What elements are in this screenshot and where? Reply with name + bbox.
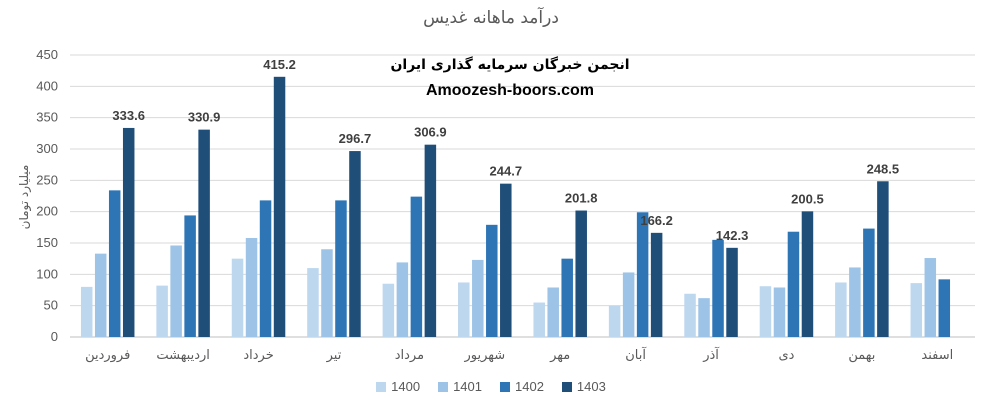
y-tick-label: 350 bbox=[36, 110, 58, 125]
bar-1400-9 bbox=[684, 293, 696, 337]
bar-1403-3 bbox=[273, 76, 286, 338]
x-tick-label: آبان bbox=[625, 346, 647, 363]
bar-1403-6 bbox=[500, 183, 512, 337]
bar-1402-6 bbox=[486, 224, 498, 337]
x-tick-label: فروردین bbox=[85, 348, 130, 363]
bar-1401-4 bbox=[321, 249, 333, 337]
bar-1401-11 bbox=[849, 267, 861, 337]
y-axis-label: میلیارد تومان bbox=[17, 164, 31, 230]
data-label: 248.5 bbox=[867, 161, 900, 176]
bar-1402-10 bbox=[787, 231, 800, 337]
y-tick-label: 400 bbox=[36, 78, 58, 93]
bar-1400-4 bbox=[307, 268, 319, 337]
bar-1400-11 bbox=[835, 282, 847, 337]
data-label: 333.6 bbox=[112, 108, 145, 123]
bar-1402-3 bbox=[259, 200, 272, 337]
bar-1401-9 bbox=[698, 298, 710, 337]
bar-1400-5 bbox=[382, 283, 395, 337]
bar-1401-6 bbox=[472, 259, 484, 337]
bar-1400-12 bbox=[910, 283, 923, 337]
legend-item-1401[interactable]: 1401 bbox=[438, 379, 482, 394]
bar-1401-5 bbox=[396, 262, 409, 337]
data-label: 296.7 bbox=[339, 131, 372, 146]
bar-1403-1 bbox=[122, 127, 135, 337]
x-tick-label: مرداد bbox=[395, 348, 424, 363]
legend-label: 1403 bbox=[576, 379, 606, 394]
y-tick-label: 450 bbox=[36, 47, 58, 62]
bar-1401-8 bbox=[622, 272, 635, 337]
bar-1402-9 bbox=[712, 239, 724, 337]
data-label: 306.9 bbox=[414, 125, 447, 140]
legend-swatch bbox=[500, 381, 510, 392]
data-label: 244.7 bbox=[490, 164, 523, 179]
bar-1402-8 bbox=[636, 212, 649, 337]
bar-1402-12 bbox=[938, 279, 951, 337]
x-tick-label: شهریور bbox=[463, 348, 505, 363]
x-tick-label: دی bbox=[778, 348, 794, 363]
y-tick-label: 250 bbox=[36, 172, 58, 187]
bar-1403-4 bbox=[349, 151, 361, 337]
bar-1403-10 bbox=[801, 211, 814, 337]
y-tick-label: 100 bbox=[36, 266, 58, 281]
legend-item-1403[interactable]: 1403 bbox=[561, 379, 606, 394]
bar-1402-1 bbox=[108, 190, 121, 337]
x-tick-label: اسفند bbox=[921, 348, 953, 363]
chart-title: درآمد ماهانه غدیس bbox=[423, 8, 559, 28]
y-tick-label: 50 bbox=[44, 298, 58, 313]
bar-1400-1 bbox=[80, 286, 93, 337]
bar-1402-7 bbox=[561, 258, 573, 337]
bar-1400-7 bbox=[533, 302, 545, 337]
bar-1403-5 bbox=[424, 144, 437, 337]
watermark-url: Amoozesh-boors.com bbox=[425, 82, 594, 99]
bar-1403-2 bbox=[198, 129, 210, 337]
x-tick-label: بهمن bbox=[848, 348, 875, 363]
bar-1400-8 bbox=[608, 305, 621, 337]
bar-1402-2 bbox=[184, 215, 196, 337]
bar-1401-7 bbox=[547, 287, 559, 337]
bar-1403-11 bbox=[877, 181, 889, 337]
data-label: 200.5 bbox=[791, 191, 824, 206]
bar-1402-5 bbox=[410, 196, 423, 337]
legend-label: 1400 bbox=[391, 379, 421, 394]
data-label: 201.8 bbox=[565, 191, 598, 206]
legend-swatch bbox=[561, 381, 572, 392]
legend-item-1400[interactable]: 1400 bbox=[376, 379, 420, 394]
legend-item-1402[interactable]: 1402 bbox=[500, 379, 544, 394]
bar-1403-7 bbox=[575, 210, 587, 337]
bar-1402-4 bbox=[335, 200, 347, 337]
x-tick-label: اردیبهشت bbox=[156, 348, 210, 363]
x-tick-label: تیر bbox=[326, 348, 342, 363]
x-tick-label: مهر bbox=[549, 348, 570, 363]
data-label: 142.3 bbox=[716, 228, 749, 243]
legend-swatch bbox=[438, 381, 449, 392]
bar-1400-6 bbox=[458, 282, 470, 337]
legend: 1400 1401 1402 1403 bbox=[0, 379, 982, 394]
y-tick-label: 200 bbox=[36, 204, 58, 219]
bar-1401-1 bbox=[94, 253, 107, 337]
legend-label: 1402 bbox=[515, 379, 544, 394]
x-tick-label: خرداد bbox=[243, 348, 273, 363]
y-tick-label: 150 bbox=[36, 235, 58, 250]
bar-1401-2 bbox=[170, 245, 182, 337]
data-label: 415.2 bbox=[263, 57, 296, 72]
bar-1403-9 bbox=[726, 247, 738, 337]
bar-1401-12 bbox=[924, 258, 937, 337]
bar-1403-8 bbox=[650, 232, 663, 337]
y-tick-label: 300 bbox=[36, 141, 58, 156]
x-tick-label: آذر bbox=[702, 346, 720, 363]
bar-1402-11 bbox=[863, 228, 875, 337]
bar-1400-10 bbox=[759, 286, 772, 337]
y-tick-label: 0 bbox=[51, 329, 58, 344]
bar-1401-10 bbox=[773, 287, 786, 337]
bar-1400-2 bbox=[156, 285, 168, 337]
watermark-title: انجمن خبرگان سرمایه گذاری ایران bbox=[390, 57, 630, 73]
bar-1400-3 bbox=[231, 258, 244, 337]
data-label: 166.2 bbox=[640, 213, 673, 228]
legend-swatch bbox=[376, 381, 387, 392]
data-label: 330.9 bbox=[188, 110, 221, 125]
bar-1401-3 bbox=[245, 237, 258, 337]
legend-label: 1401 bbox=[453, 379, 482, 394]
